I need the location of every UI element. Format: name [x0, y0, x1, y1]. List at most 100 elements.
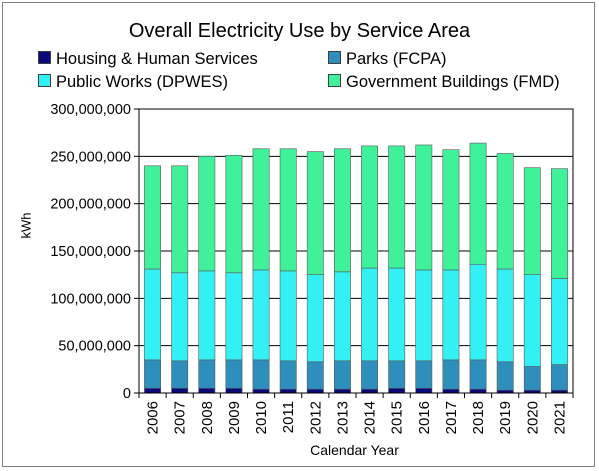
plot-border — [138, 108, 574, 394]
bar-2010-series-1 — [252, 359, 270, 390]
bar-2016-series-3 — [415, 144, 433, 271]
y-tick-label: 100,000,000 — [50, 291, 131, 307]
bar-2017-series-3 — [442, 149, 460, 271]
bar-2008-series-1 — [198, 359, 216, 389]
bar-2015-series-0 — [388, 387, 406, 394]
legend-item-public-works: Public Works (DPWES) — [38, 73, 228, 92]
bar-2007-series-0 — [171, 387, 189, 394]
bar-2015-series-2 — [388, 267, 406, 362]
bar-2013-series-0 — [333, 388, 351, 394]
bar-2006-series-3 — [144, 165, 162, 270]
bar-2021-series-2 — [550, 278, 568, 365]
bar-2012-series-3 — [306, 151, 324, 275]
x-tick-label: 2015 — [389, 401, 406, 434]
bar-2011-series-3 — [279, 148, 297, 272]
x-tick-label: 2013 — [334, 401, 351, 434]
bar-2010-series-2 — [252, 269, 270, 361]
legend-swatch-housing — [38, 51, 51, 65]
bar-2015-series-3 — [388, 145, 406, 269]
bar-2018-series-2 — [469, 263, 487, 361]
x-axis-label: Calendar Year — [310, 442, 399, 458]
bar-2012-series-0 — [306, 388, 324, 394]
y-tick-label: 200,000,000 — [50, 197, 131, 213]
bar-2019-series-3 — [496, 153, 514, 270]
legend-label-government-buildings: Government Buildings (FMD) — [346, 73, 560, 91]
bar-2007-series-1 — [171, 360, 189, 389]
x-tick-label: 2007 — [172, 401, 189, 434]
bar-2008-series-0 — [198, 387, 216, 394]
bar-2018-series-3 — [469, 142, 487, 265]
bar-2009-series-2 — [225, 272, 243, 361]
legend-label-parks: Parks (FCPA) — [346, 50, 447, 68]
bar-2021-series-3 — [550, 168, 568, 279]
bar-2020-series-3 — [523, 167, 541, 275]
legend-label-public-works: Public Works (DPWES) — [56, 73, 229, 91]
x-tick-label: 2021 — [551, 401, 568, 434]
bar-2006-series-1 — [144, 359, 162, 389]
legend-swatch-public-works — [38, 74, 51, 88]
bar-2006-series-2 — [144, 268, 162, 361]
bar-2012-series-2 — [306, 274, 324, 363]
x-tick-label: 2018 — [470, 401, 487, 434]
bar-2014-series-0 — [361, 388, 378, 394]
x-tick-label: 2019 — [497, 401, 514, 434]
chart-title: Overall Electricity Use by Service Area — [128, 20, 471, 42]
bar-2011-series-0 — [279, 388, 297, 394]
legend-item-parks: Parks (FCPA) — [328, 50, 447, 69]
bar-2008-series-3 — [198, 156, 216, 272]
x-tick-label: 2012 — [307, 401, 324, 434]
bar-2008-series-2 — [198, 270, 216, 361]
legend-item-housing: Housing & Human Services — [38, 50, 258, 69]
bar-2014-series-1 — [361, 360, 378, 390]
x-tick-label: 2017 — [443, 401, 460, 434]
bar-2020-series-1 — [523, 366, 541, 391]
bar-2012-series-1 — [306, 361, 324, 390]
y-tick-label: 250,000,000 — [50, 149, 131, 165]
bar-2007-series-2 — [171, 272, 189, 362]
y-tick-label: 150,000,000 — [50, 244, 131, 260]
bar-2016-series-1 — [415, 360, 433, 389]
bar-2007-series-3 — [171, 165, 189, 274]
bar-2017-series-2 — [442, 269, 460, 361]
bar-2009-series-1 — [225, 359, 243, 389]
bar-2013-series-1 — [333, 360, 351, 390]
bar-2009-series-0 — [225, 387, 243, 394]
y-tick-label: 50,000,000 — [58, 339, 131, 355]
bar-2019-series-2 — [496, 268, 514, 363]
bar-2013-series-2 — [333, 271, 351, 362]
x-tick-label: 2011 — [280, 401, 297, 433]
bar-2018-series-1 — [469, 359, 487, 390]
x-tick-label: 2006 — [145, 401, 162, 434]
legend-swatch-government-buildings — [328, 74, 341, 88]
x-tick-label: 2020 — [524, 401, 541, 434]
x-tick-label: 2014 — [362, 401, 379, 434]
bar-2011-series-2 — [279, 270, 297, 362]
bar-2014-series-2 — [361, 267, 378, 362]
bar-2010-series-0 — [252, 388, 270, 394]
legend-swatch-parks — [328, 51, 341, 65]
bar-2013-series-3 — [333, 148, 351, 273]
x-tick-label: 2010 — [253, 401, 270, 434]
bar-2015-series-1 — [388, 360, 406, 389]
x-tick-label: 2008 — [199, 401, 216, 434]
bar-2009-series-3 — [225, 155, 243, 274]
bar-2006-series-0 — [144, 387, 162, 394]
y-tick-label: 0 — [123, 386, 131, 402]
bar-2011-series-1 — [279, 360, 297, 390]
legend-label-housing: Housing & Human Services — [56, 50, 258, 68]
bar-2010-series-3 — [252, 148, 270, 271]
y-tick-label: 300,000,000 — [50, 102, 131, 118]
bar-2017-series-0 — [442, 388, 460, 394]
x-tick-label: 2016 — [416, 401, 433, 434]
bar-2016-series-0 — [415, 387, 433, 394]
bar-2020-series-2 — [523, 274, 541, 367]
x-tick-label: 2009 — [226, 401, 243, 434]
bar-2018-series-0 — [469, 388, 487, 394]
bar-2016-series-2 — [415, 269, 433, 362]
bar-2017-series-1 — [442, 359, 460, 390]
y-axis-label: kWh — [18, 212, 34, 239]
bar-2019-series-1 — [496, 361, 514, 391]
bar-2014-series-3 — [361, 145, 378, 269]
legend-item-government-buildings: Government Buildings (FMD) — [328, 73, 560, 92]
